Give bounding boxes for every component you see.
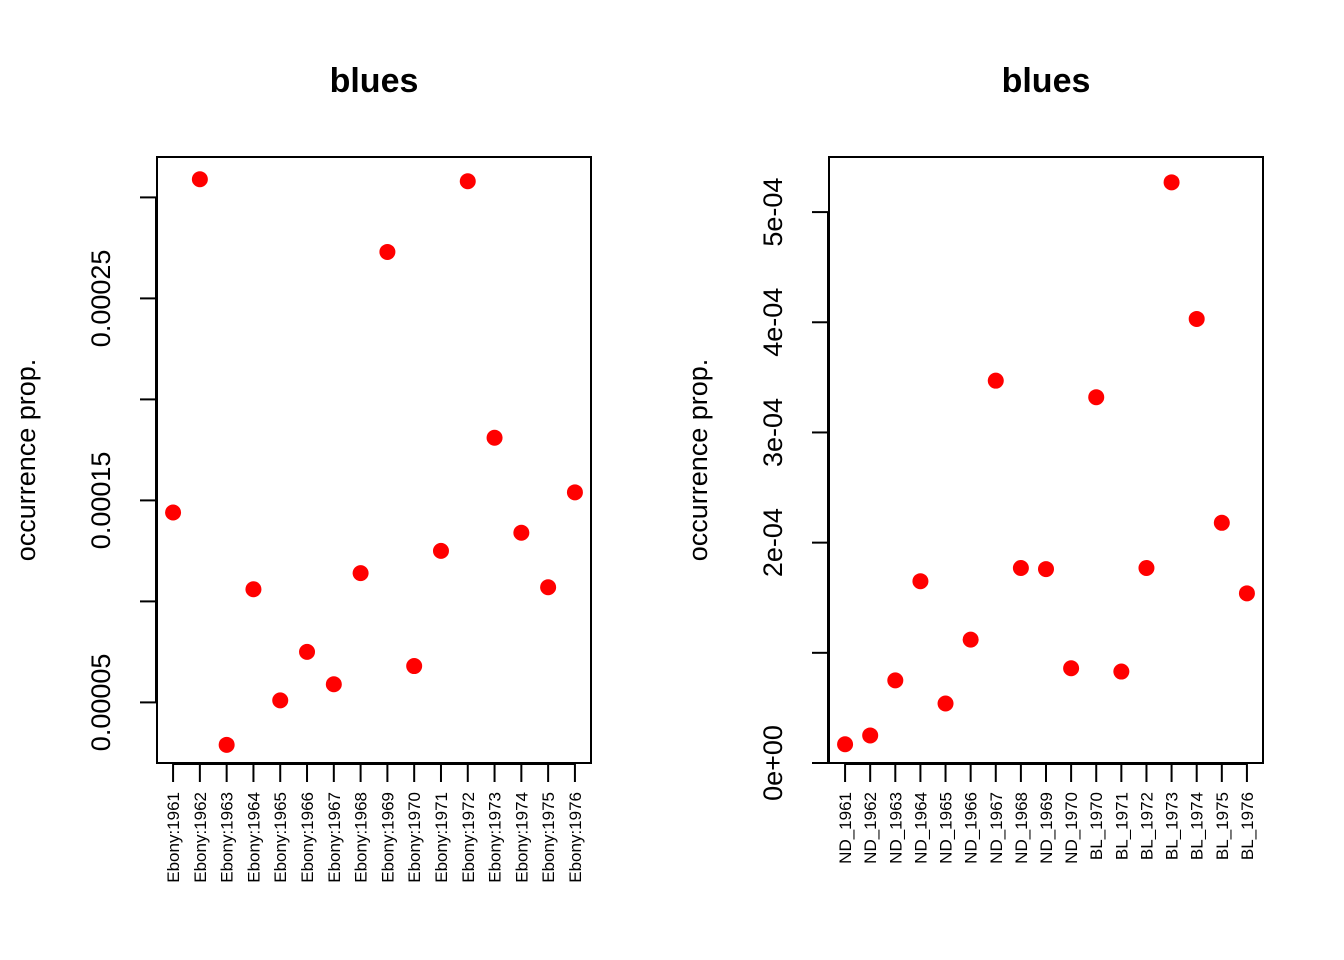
- right-data-point: [1012, 559, 1029, 576]
- right-x-tick-label: ND_1970: [1062, 792, 1081, 864]
- left-y-tick-label: 0.00025: [86, 250, 116, 348]
- right-x-tick-label: ND_1963: [886, 792, 905, 864]
- right-y-tick-label: 2e-04: [758, 508, 788, 577]
- left-x-tick-label: Ebony:1972: [459, 792, 478, 883]
- left-y-tick-label: 0.00005: [86, 654, 116, 752]
- left-data-point: [218, 736, 235, 753]
- right-data-point: [862, 727, 879, 744]
- left-x-tick-label: Ebony:1969: [378, 792, 397, 883]
- left-data-point: [486, 429, 503, 446]
- right-data-point: [1038, 561, 1054, 578]
- left-y-axis: 0.00005 0.00015 0.00025: [86, 196, 157, 752]
- right-data-point: [1088, 389, 1105, 406]
- left-x-tick-label: Ebony:1962: [191, 792, 210, 883]
- left-x-tick-label: Ebony:1970: [405, 792, 424, 883]
- right-data-point: [887, 672, 904, 689]
- right-data-points: [837, 174, 1255, 753]
- right-y-axis-label: occurrence prop.: [683, 359, 713, 562]
- left-data-point: [272, 692, 289, 709]
- left-data-point: [191, 171, 208, 188]
- right-data-point: [962, 631, 979, 648]
- left-scatter-plot: blues occurrence prop. 0.000050.000150.0…: [11, 62, 592, 883]
- right-y-tick-label: 0e+00: [758, 725, 788, 801]
- right-plot-frame: [828, 156, 1264, 764]
- right-x-tick-label: ND_1962: [861, 792, 880, 864]
- right-x-tick-label: BL_1971: [1112, 792, 1131, 860]
- left-data-point: [352, 565, 369, 582]
- right-data-point: [937, 695, 954, 712]
- right-x-tick-label: ND_1966: [962, 792, 981, 864]
- left-data-point: [459, 173, 476, 190]
- left-plot-frame: [156, 156, 592, 764]
- left-x-tick-label: Ebony:1975: [539, 792, 558, 883]
- right-x-tick-label: BL_1975: [1213, 792, 1232, 860]
- left-x-tick-label: Ebony:1965: [271, 792, 290, 883]
- right-data-point: [1188, 310, 1205, 327]
- right-x-tick-label: BL_1972: [1137, 792, 1156, 860]
- right-y-axis: 0e+00 2e-04 3e-04 4e-04 5e-04: [758, 178, 829, 801]
- left-data-point: [165, 504, 182, 521]
- left-data-point: [406, 658, 423, 675]
- left-data-point: [379, 243, 396, 260]
- left-x-tick-label: Ebony:1961: [164, 792, 183, 883]
- left-x-tick-label: Ebony:1967: [325, 792, 344, 883]
- left-chart-title: blues: [330, 62, 419, 100]
- left-data-point: [540, 579, 557, 596]
- right-scatter-plot: blues occurrence prop. 0e+00 2e-04 3e-04 4e…: [683, 62, 1264, 864]
- right-data-point: [912, 573, 929, 590]
- left-x-axis: Ebony:1961 Ebony:1962 Ebony:1963 Ebony:1964…: [164, 763, 585, 883]
- right-chart-title: blues: [1002, 62, 1091, 100]
- left-x-tick-label: Ebony:1963: [218, 792, 237, 883]
- right-x-tick-label: BL_1974: [1188, 792, 1207, 860]
- left-x-tick-label: Ebony:1966: [298, 792, 317, 883]
- left-y-axis-label: occurrence prop.: [11, 359, 41, 562]
- left-x-tick-label: Ebony:1968: [352, 792, 371, 883]
- left-y-tick-label: 0.00015: [86, 452, 116, 550]
- left-data-point: [566, 484, 583, 501]
- right-x-tick-label: BL_1976: [1238, 792, 1257, 860]
- left-x-tick-label: Ebony:1973: [486, 792, 505, 883]
- left-x-tick-label: Ebony:1971: [432, 792, 451, 883]
- right-y-tick-label: 5e-04: [758, 178, 788, 247]
- right-x-tick-label: BL_1973: [1163, 792, 1182, 860]
- right-x-tick-label: ND_1969: [1037, 792, 1056, 864]
- left-data-point: [513, 524, 530, 541]
- right-data-point: [1113, 663, 1130, 680]
- right-x-tick-label: BL_1970: [1087, 792, 1106, 860]
- right-data-point: [987, 372, 1004, 389]
- right-x-axis: ND_1961 ND_1962 ND_1963 ND_1964 ND_1965 ND_19…: [836, 763, 1257, 864]
- right-data-point: [1238, 585, 1255, 602]
- right-x-tick-label: ND_1964: [911, 792, 930, 864]
- right-x-tick-label: ND_1965: [937, 792, 956, 864]
- right-x-tick-label: ND_1967: [987, 792, 1006, 864]
- right-data-point: [1063, 660, 1080, 677]
- left-data-point: [325, 676, 342, 693]
- left-data-point: [245, 581, 262, 598]
- left-data-points: [165, 171, 583, 753]
- right-x-tick-label: ND_1968: [1012, 792, 1031, 864]
- right-data-point: [1163, 174, 1180, 191]
- right-y-tick-label: 4e-04: [758, 288, 788, 357]
- right-x-tick-label: ND_1961: [836, 792, 855, 864]
- left-data-point: [432, 542, 449, 559]
- right-data-point: [1138, 559, 1155, 576]
- right-y-tick-label: 3e-04: [758, 398, 788, 467]
- left-x-tick-label: Ebony:1976: [566, 792, 585, 883]
- right-data-point: [837, 736, 854, 753]
- left-x-tick-label: Ebony:1964: [244, 792, 263, 883]
- left-x-tick-label: Ebony:1974: [512, 792, 531, 883]
- right-data-point: [1213, 514, 1230, 531]
- left-data-point: [299, 643, 316, 660]
